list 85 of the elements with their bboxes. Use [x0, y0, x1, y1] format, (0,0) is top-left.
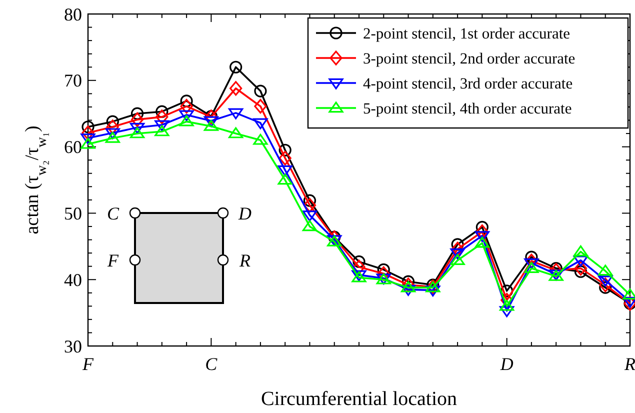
point: [105, 132, 120, 143]
x-tick-label: F: [82, 354, 94, 374]
point: [303, 194, 316, 207]
legend-label: 2-point stencil, 1st order accurate: [363, 25, 570, 42]
point: [303, 198, 316, 213]
point: [278, 174, 292, 185]
point: [476, 220, 488, 234]
point: [179, 110, 194, 122]
point: [180, 98, 193, 114]
point: [105, 128, 120, 140]
x-axis-title: Circumferential location: [260, 388, 458, 410]
point: [204, 116, 218, 128]
point: [80, 134, 96, 144]
point: [130, 127, 145, 138]
point: [230, 81, 242, 96]
point: [573, 256, 588, 267]
point: [474, 231, 490, 242]
point: [377, 263, 390, 276]
point: [154, 120, 170, 132]
point: [204, 120, 218, 131]
point: [230, 60, 242, 74]
point: [574, 261, 588, 276]
point: [451, 238, 464, 251]
point: [500, 284, 514, 298]
point: [450, 248, 465, 260]
point: [400, 281, 416, 292]
point: [450, 254, 465, 265]
legend-label: 5-point stencil, 4th order accurate: [363, 100, 572, 118]
point: [500, 306, 514, 318]
point: [302, 210, 318, 222]
point: [179, 115, 194, 126]
annotation: D: [238, 203, 252, 224]
point: [377, 266, 390, 281]
point: [476, 224, 488, 240]
point: [228, 108, 244, 120]
point: [400, 284, 416, 296]
point: [254, 98, 267, 114]
point: [426, 286, 440, 297]
legend-label: 3-point stencil, 2nd order accurate: [363, 50, 576, 68]
point: [573, 245, 588, 256]
point: [598, 276, 613, 287]
point: [302, 220, 318, 232]
point: [130, 122, 145, 134]
point: [524, 258, 539, 270]
y-tick-label: 40: [64, 270, 82, 290]
y-tick-label: 60: [64, 137, 82, 158]
point: [82, 126, 94, 140]
point: [106, 115, 119, 128]
point: [156, 105, 168, 118]
point: [180, 94, 193, 108]
point: [82, 120, 94, 134]
annotation: R: [238, 250, 250, 270]
y-tick-label: 70: [64, 70, 82, 91]
annotation: C: [106, 203, 120, 224]
point: [500, 300, 514, 311]
point: [352, 260, 366, 274]
point: [474, 236, 490, 248]
legend-label: 4-point stencil, 3rd order accurate: [363, 75, 573, 92]
point: [598, 264, 613, 276]
point: [130, 112, 144, 127]
point: [278, 144, 292, 156]
x-tick-label: C: [205, 354, 218, 374]
point: [599, 278, 612, 292]
x-tick-label: R: [624, 354, 635, 374]
y-tick-label: 80: [64, 4, 82, 24]
point: [254, 84, 267, 98]
point: [106, 120, 119, 134]
point: [253, 118, 268, 130]
point: [278, 165, 292, 176]
annotation: F: [106, 250, 120, 270]
point: [154, 125, 170, 136]
y-tick-label: 50: [64, 204, 82, 224]
point: [228, 127, 244, 138]
point: [451, 242, 464, 256]
point: [525, 250, 538, 264]
point: [574, 265, 588, 278]
point: [278, 150, 292, 166]
x-tick-label: D: [499, 354, 514, 374]
y-tick-label: 30: [64, 336, 82, 356]
point: [253, 134, 268, 145]
point: [80, 138, 96, 149]
point: [156, 110, 168, 124]
point: [352, 255, 366, 268]
point: [524, 262, 539, 273]
point: [130, 107, 144, 120]
